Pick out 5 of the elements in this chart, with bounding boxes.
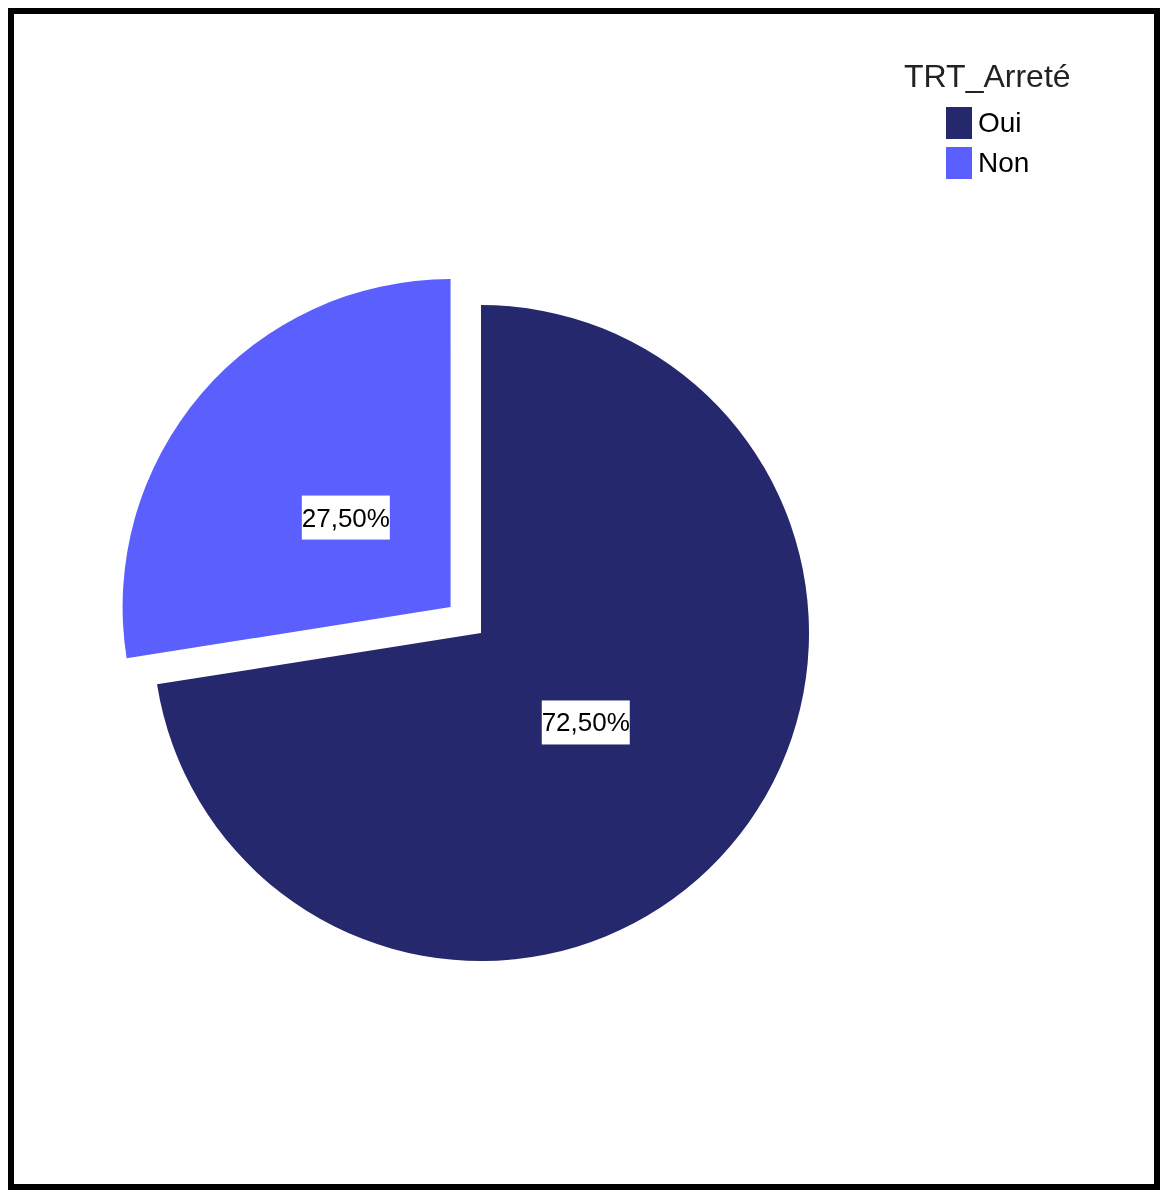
- legend-title: TRT_Arreté: [904, 58, 1071, 95]
- legend-label: Oui: [978, 107, 1022, 139]
- legend-label: Non: [978, 147, 1030, 179]
- data-label: 27,50%: [301, 502, 390, 533]
- data-label: 72,50%: [541, 707, 630, 738]
